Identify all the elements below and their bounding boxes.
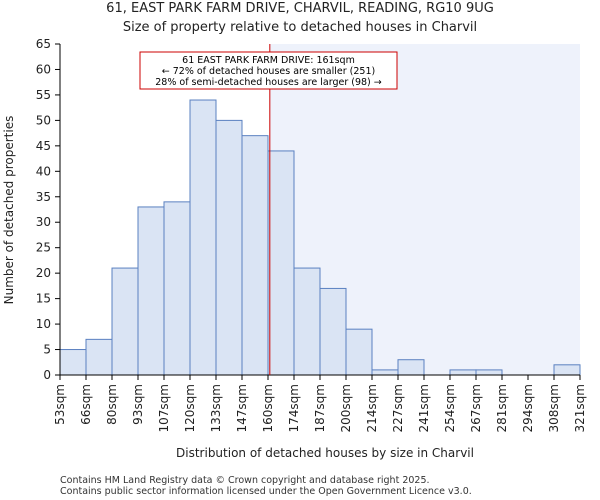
x-tick-label-281sqm: 281sqm — [495, 384, 509, 432]
annotation-line-1: 61 EAST PARK FARM DRIVE: 161sqm — [182, 55, 355, 66]
bar-107sqm — [163, 201, 191, 376]
y-tick-label-65: 65 — [36, 37, 51, 51]
y-tick-label-25: 25 — [36, 241, 51, 255]
x-tick-label-200sqm: 200sqm — [339, 384, 353, 432]
bar-214sqm — [371, 369, 399, 376]
x-tick-label-80sqm: 80sqm — [105, 384, 119, 425]
bar-147sqm — [241, 135, 269, 376]
x-tick-label-267sqm: 267sqm — [469, 384, 483, 432]
y-tick-label-35: 35 — [36, 190, 51, 204]
bar-187sqm — [319, 287, 347, 376]
y-tick-label-15: 15 — [36, 292, 51, 306]
y-tick-label-20: 20 — [36, 266, 51, 280]
bar-174sqm — [293, 267, 321, 376]
bar-53sqm — [59, 349, 87, 376]
chart-title: 61, EAST PARK FARM DRIVE, CHARVIL, READI… — [106, 1, 494, 16]
bar-200sqm — [345, 328, 373, 376]
footer-line-1: Contains HM Land Registry data © Crown c… — [60, 475, 430, 486]
y-tick-label-45: 45 — [36, 139, 51, 153]
annotation-box — [139, 51, 398, 90]
bar-308sqm — [553, 364, 581, 376]
bar-267sqm — [475, 369, 503, 376]
y-tick-label-55: 55 — [36, 88, 51, 102]
x-tick-label-147sqm: 147sqm — [235, 384, 249, 432]
x-tick-label-107sqm: 107sqm — [157, 384, 171, 432]
bar-160sqm — [267, 150, 295, 376]
y-tick-label-30: 30 — [36, 215, 51, 229]
bar-93sqm — [137, 206, 165, 376]
x-tick-label-174sqm: 174sqm — [287, 384, 301, 432]
bar-133sqm — [215, 119, 243, 376]
footer-line-2: Contains public sector information licen… — [60, 486, 472, 497]
y-axis-label: Number of detached properties — [2, 116, 16, 305]
y-tick-label-40: 40 — [36, 164, 51, 178]
bar-80sqm — [111, 267, 139, 376]
y-tick-label-60: 60 — [36, 62, 51, 76]
x-tick-label-308sqm: 308sqm — [547, 384, 561, 432]
y-tick-label-5: 5 — [43, 343, 51, 357]
bar-120sqm — [189, 99, 217, 376]
x-tick-label-294sqm: 294sqm — [521, 384, 535, 432]
y-tick-label-0: 0 — [43, 368, 51, 382]
x-axis-label: Distribution of detached houses by size … — [176, 446, 474, 460]
bar-254sqm — [449, 369, 477, 376]
x-tick-label-214sqm: 214sqm — [365, 384, 379, 432]
bar-227sqm — [397, 359, 425, 376]
x-tick-label-227sqm: 227sqm — [391, 384, 405, 432]
x-tick-label-160sqm: 160sqm — [261, 384, 275, 432]
annotation-line-2: ← 72% of detached houses are smaller (25… — [162, 66, 375, 77]
x-tick-label-93sqm: 93sqm — [131, 384, 145, 425]
x-tick-label-66sqm: 66sqm — [79, 384, 93, 425]
x-tick-label-53sqm: 53sqm — [53, 384, 67, 425]
annotation-line-3: 28% of semi-detached houses are larger (… — [155, 77, 382, 88]
y-tick-label-50: 50 — [36, 113, 51, 127]
x-tick-label-241sqm: 241sqm — [417, 384, 431, 432]
x-tick-label-133sqm: 133sqm — [209, 384, 223, 432]
x-tick-label-187sqm: 187sqm — [313, 384, 327, 432]
bar-66sqm — [85, 338, 113, 376]
x-tick-label-321sqm: 321sqm — [573, 384, 587, 432]
x-tick-label-120sqm: 120sqm — [183, 384, 197, 432]
chart-subtitle: Size of property relative to detached ho… — [123, 20, 477, 35]
x-tick-label-254sqm: 254sqm — [443, 384, 457, 432]
y-tick-label-10: 10 — [36, 317, 51, 331]
